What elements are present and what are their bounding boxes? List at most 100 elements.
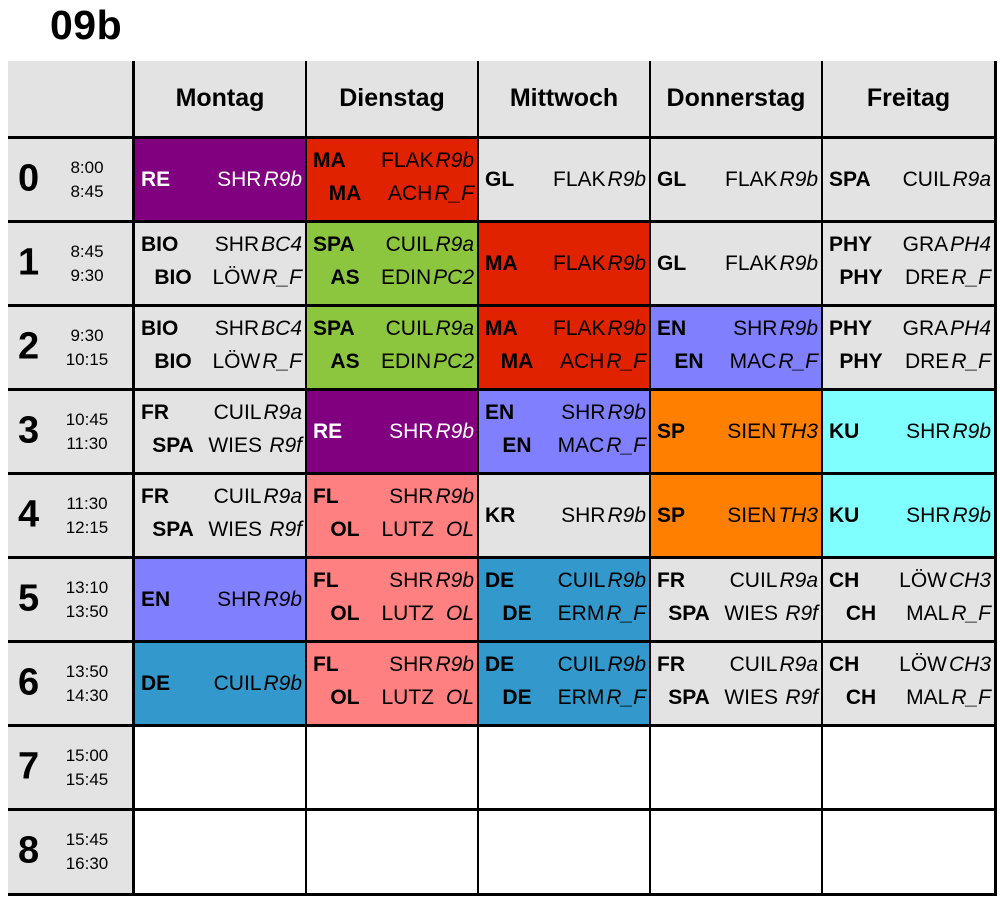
- day-label: Mittwoch: [509, 84, 619, 112]
- room-code: R_F: [951, 350, 991, 373]
- period-start-time: 13:10: [65, 577, 109, 597]
- subject-code: PHY: [839, 266, 883, 289]
- lesson-line: PHY DRE R_F: [827, 347, 991, 377]
- subject-code: MA: [328, 182, 362, 205]
- lesson-line: CH MAL R_F: [827, 599, 991, 629]
- lesson-line: CH MAL R_F: [827, 683, 991, 713]
- lesson-line: CH LÖW CH3: [827, 566, 991, 596]
- day-header: Freitag: [823, 61, 994, 136]
- subject-code: SPA: [829, 167, 871, 191]
- room-code: R9f: [269, 434, 302, 457]
- lesson-cell: FR CUIL R9a SPA WIES R9f: [651, 559, 821, 640]
- room-code: PH4: [950, 233, 991, 256]
- room-code: BC4: [261, 233, 302, 256]
- lesson-line: FR CUIL R9a: [655, 566, 818, 596]
- lesson-line: MA ACH R_F: [483, 347, 646, 377]
- room-code: R_F: [951, 266, 991, 289]
- period-start-time: 13:50: [65, 661, 109, 681]
- room-code: R_F: [262, 266, 302, 289]
- lesson-cell: SPA CUIL R9a AS EDIN PC2: [307, 307, 477, 388]
- subject-code: DE: [485, 653, 515, 676]
- subject-code: SPA: [152, 434, 194, 457]
- room-code: R9b: [607, 251, 647, 275]
- room-code: R9a: [952, 167, 991, 191]
- period-end-time: 14:30: [65, 685, 109, 705]
- lesson-cell: BIO SHR BC4 BIO LÖW R_F: [135, 223, 305, 304]
- lesson-line: FL SHR R9b: [311, 650, 474, 680]
- lesson-line: RE SHR R9b: [139, 165, 302, 195]
- subject-code: BIO: [154, 350, 192, 373]
- lesson-line: DE CUIL R9b: [483, 650, 646, 680]
- subject-code: DE: [141, 671, 171, 695]
- lesson-line: BIO LÖW R_F: [139, 347, 302, 377]
- teacher-code: CUIL: [729, 653, 778, 676]
- teacher-code: SHR: [389, 653, 434, 676]
- subject-code: SP: [657, 419, 686, 443]
- room-code: R9b: [435, 485, 474, 508]
- period-end-time: 11:30: [66, 433, 108, 453]
- period-times: 8:00 8:45: [60, 156, 114, 204]
- period-times: 11:30 12:15: [60, 492, 114, 540]
- lesson-cell: FL SHR R9b OL LUTZ OL: [307, 559, 477, 640]
- teacher-code: WIES: [208, 518, 262, 541]
- subject-code: KU: [829, 419, 860, 443]
- teacher-code: FLAK: [553, 251, 606, 275]
- subject-code: GL: [657, 167, 687, 191]
- lesson-line: DE ERM R_F: [483, 599, 646, 629]
- lesson-cell: FR CUIL R9a SPA WIES R9f: [135, 391, 305, 472]
- lesson-line: AS EDIN PC2: [311, 263, 474, 293]
- room-code: R9a: [435, 233, 474, 256]
- teacher-code: WIES: [208, 434, 262, 457]
- subject-code: SPA: [313, 233, 355, 256]
- subject-code: BIO: [154, 266, 192, 289]
- period-end-time: 15:45: [65, 769, 109, 789]
- lesson-line: GL FLAK R9b: [655, 165, 818, 195]
- period-end-time: 8:45: [70, 181, 104, 201]
- subject-code: FL: [313, 485, 339, 508]
- period-cell: 5 13:10 13:50: [8, 559, 132, 640]
- lesson-line: BIO SHR BC4: [139, 314, 302, 344]
- room-code: R9f: [269, 518, 302, 541]
- subject-code: FL: [313, 569, 339, 592]
- room-code: CH3: [948, 653, 991, 676]
- period-start-time: 8:00: [70, 157, 104, 177]
- room-code: R9b: [435, 569, 474, 592]
- lesson-line: SPA WIES R9f: [655, 683, 818, 713]
- empty-cell: [823, 811, 994, 893]
- subject-code: FR: [657, 569, 685, 592]
- lesson-line: EN SHR R9b: [483, 398, 646, 428]
- day-label: Dienstag: [339, 84, 445, 112]
- subject-code: AS: [330, 350, 360, 373]
- period-cell: 6 13:50 14:30: [8, 643, 132, 724]
- period-end-time: 10:15: [65, 349, 109, 369]
- room-code: R9b: [952, 419, 991, 443]
- lesson-cell: RE SHR R9b: [307, 391, 477, 472]
- lesson-cell: CH LÖW CH3 CH MAL R_F: [823, 559, 994, 640]
- room-code: BC4: [261, 317, 302, 340]
- lesson-cell: EN SHR R9b: [135, 559, 305, 640]
- teacher-code: LUTZ: [381, 686, 435, 709]
- room-code: R9b: [607, 503, 646, 527]
- subject-code: KR: [485, 503, 516, 527]
- teacher-code: SIEN: [727, 419, 777, 443]
- teacher-code: SHR: [389, 569, 434, 592]
- room-code: R9f: [785, 686, 818, 709]
- room-code: R_F: [262, 350, 302, 373]
- subject-code: FR: [141, 401, 169, 424]
- teacher-code: SHR: [217, 587, 262, 611]
- room-code: CH3: [948, 569, 991, 592]
- lesson-line: SPA WIES R9f: [139, 515, 302, 545]
- period-number: 2: [18, 325, 40, 368]
- room-code: R9b: [607, 401, 646, 424]
- day-header: Donnerstag: [651, 61, 821, 136]
- lesson-line: AS EDIN PC2: [311, 347, 474, 377]
- lesson-line: EN MAC R_F: [655, 347, 818, 377]
- room-code: R9b: [263, 671, 302, 695]
- subject-code: CH: [845, 602, 877, 625]
- teacher-code: SHR: [733, 317, 778, 340]
- subject-code: CH: [829, 569, 860, 592]
- teacher-code: FLAK: [725, 251, 778, 275]
- room-code: R_F: [778, 350, 818, 373]
- day-label: Montag: [175, 84, 265, 112]
- room-code: R_F: [606, 602, 646, 625]
